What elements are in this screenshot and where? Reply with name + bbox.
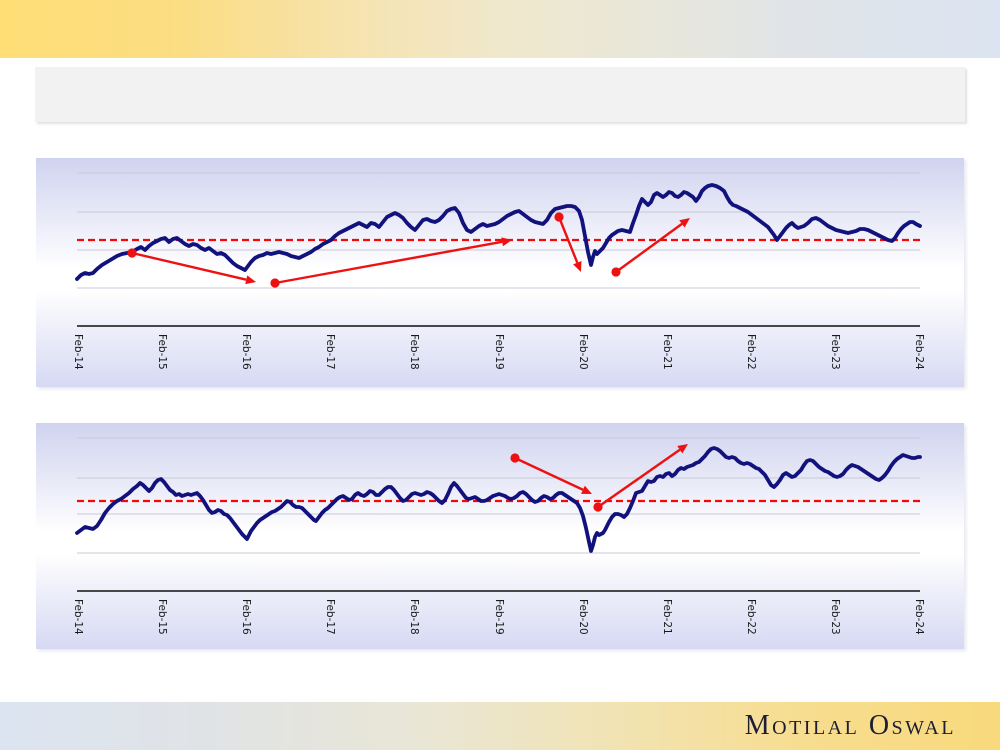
x-axis-labels: Feb-14 Feb-15 Feb-16 Feb-17 Feb-18 Feb-19 Feb-… xyxy=(72,599,925,635)
x-tick-label: Feb-21 xyxy=(661,334,673,370)
x-axis-labels: Feb-14 Feb-15 Feb-16 Feb-17 Feb-18 Feb-19 Feb-… xyxy=(72,334,925,370)
x-tick-label: Feb-20 xyxy=(577,599,589,635)
x-tick-label: Feb-15 xyxy=(156,334,168,370)
x-tick-label: Feb-20 xyxy=(577,334,589,370)
title-placeholder xyxy=(35,67,965,122)
x-tick-label: Feb-16 xyxy=(240,334,252,370)
header-gradient-banner xyxy=(0,0,1000,58)
x-tick-label: Feb-19 xyxy=(493,599,505,635)
annotation-arrows xyxy=(510,444,688,512)
x-tick-label: Feb-22 xyxy=(745,334,757,370)
chart-panel-top: Feb-14 Feb-15 Feb-16 Feb-17 Feb-18 Feb-19 Feb-… xyxy=(36,158,964,387)
gridlines xyxy=(77,172,920,289)
line-chart-top: Feb-14 Feb-15 Feb-16 Feb-17 Feb-18 Feb-19 Feb-… xyxy=(72,172,925,370)
x-tick-label: Feb-23 xyxy=(829,334,841,370)
brand-logo: Motilal Oswal xyxy=(744,710,956,741)
series-line xyxy=(75,446,922,553)
chart-panel-bottom: Feb-14 Feb-15 Feb-16 Feb-17 Feb-18 Feb-19 Feb-… xyxy=(36,423,964,649)
x-tick-label: Feb-21 xyxy=(661,599,673,635)
x-tick-label: Feb-17 xyxy=(324,599,336,635)
series-line xyxy=(75,183,922,281)
x-tick-label: Feb-19 xyxy=(493,334,505,370)
x-tick-label: Feb-24 xyxy=(913,599,925,635)
x-tick-label: Feb-16 xyxy=(240,599,252,635)
x-tick-label: Feb-17 xyxy=(324,334,336,370)
x-tick-label: Feb-18 xyxy=(408,599,420,635)
x-tick-label: Feb-22 xyxy=(745,599,757,635)
x-tick-label: Feb-23 xyxy=(829,599,841,635)
x-tick-label: Feb-14 xyxy=(72,599,84,635)
x-tick-label: Feb-18 xyxy=(408,334,420,370)
footer-gradient-banner xyxy=(0,702,1000,750)
x-tick-label: Feb-15 xyxy=(156,599,168,635)
x-tick-label: Feb-14 xyxy=(72,334,84,370)
x-tick-label: Feb-24 xyxy=(913,334,925,370)
annotation-arrows xyxy=(127,212,690,288)
line-chart-bottom: Feb-14 Feb-15 Feb-16 Feb-17 Feb-18 Feb-19 Feb-… xyxy=(72,437,925,635)
